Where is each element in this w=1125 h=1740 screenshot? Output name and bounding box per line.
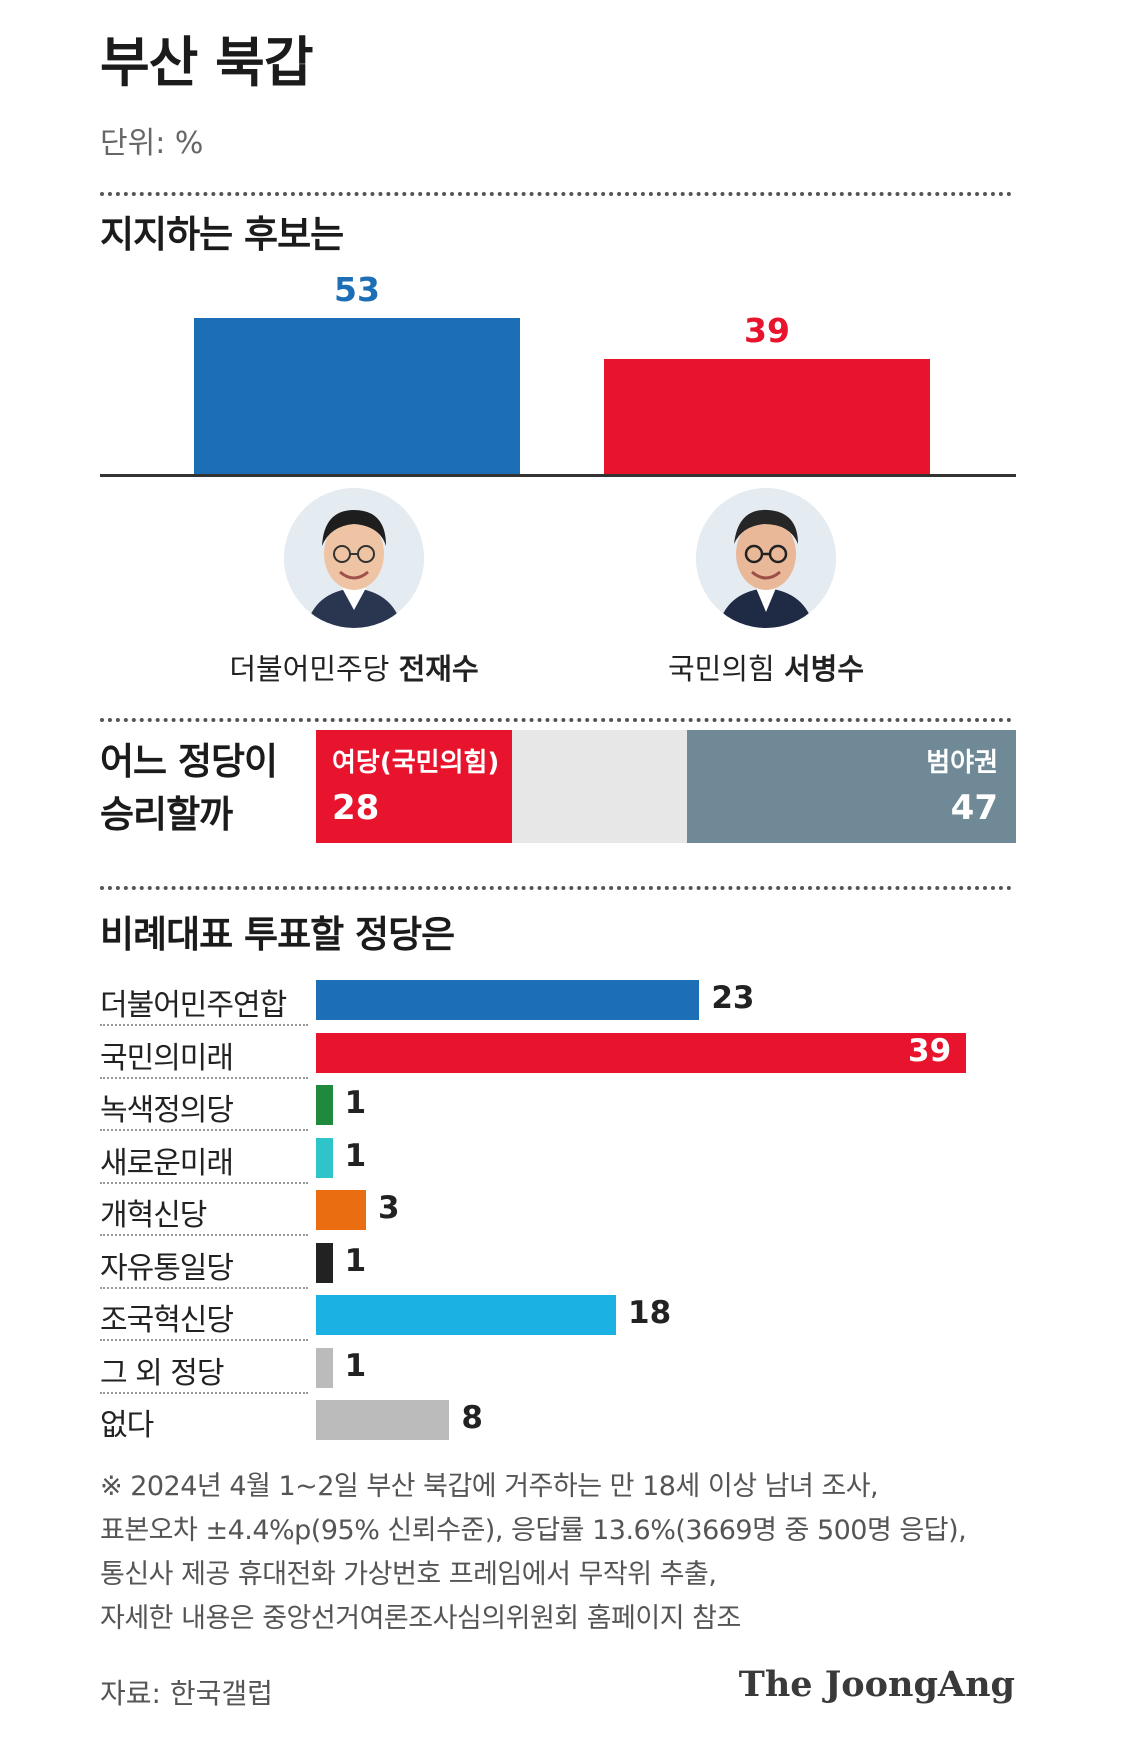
party-value: 23	[711, 980, 755, 1016]
party-bar	[316, 1032, 966, 1073]
candidate-name-1: 전재수	[398, 652, 479, 686]
segment-opposition-label: 범야권	[926, 748, 998, 778]
party-bar	[316, 1085, 333, 1125]
portrait-icon	[696, 488, 836, 628]
party-label: 없다	[100, 1408, 154, 1443]
party-value: 8	[461, 1400, 483, 1436]
footnote: ※ 2024년 4월 1~2일 부산 북갑에 거주하는 만 18세 이상 남녀 …	[100, 1465, 967, 1641]
party-bar	[316, 980, 700, 1020]
party-label: 그 외 정당	[100, 1355, 224, 1391]
chart-baseline	[100, 474, 1016, 477]
segment-undecided	[512, 730, 687, 843]
party-label: 녹색정의당	[100, 1093, 234, 1128]
party-label: 국민의미래	[100, 1040, 234, 1076]
candidate-party-1: 더불어민주당	[229, 652, 390, 686]
unit-label: 단위: %	[100, 126, 204, 161]
party-bar	[316, 1347, 333, 1388]
win-question-title: 어느 정당이 승리할까	[100, 735, 278, 841]
candidate-party-2: 국민의힘	[668, 652, 775, 686]
segment-ruling-label: 여당(국민의힘)	[332, 748, 500, 778]
party-bar	[316, 1137, 333, 1178]
proportional-title: 비례대표 투표할 정당은	[100, 913, 455, 956]
party-value: 1	[344, 1137, 367, 1174]
row-separator	[100, 1181, 308, 1184]
candidate-avatar-2	[696, 488, 836, 628]
row-separator	[100, 1391, 308, 1394]
win-title-line-2: 승리할까	[100, 793, 233, 836]
party-value: 18	[628, 1295, 672, 1331]
row-separator	[100, 1024, 308, 1026]
support-title: 지지하는 후보는	[100, 213, 344, 256]
source-label: 자료: 한국갤럽	[100, 1677, 273, 1710]
candidate-avatar-1	[284, 488, 424, 628]
row-separator	[100, 1286, 308, 1289]
candidate-name-2: 서병수	[783, 652, 864, 686]
segment-opposition-value: 47	[950, 788, 998, 828]
party-value: 1	[344, 1347, 367, 1384]
party-value: 1	[344, 1242, 367, 1279]
candidate-bar-1	[194, 318, 520, 474]
segment-ruling-party: 여당(국민의힘) 28	[316, 730, 512, 843]
divider-2	[100, 718, 1012, 722]
segment-opposition: 범야권 47	[687, 730, 1016, 843]
footnote-line-2: 표본오차 ±4.4%p(95% 신뢰수준), 응답률 13.6%(3669명 중…	[100, 1515, 967, 1546]
footnote-line-4: 자세한 내용은 중앙선거여론조사심의위원회 홈페이지 참조	[100, 1603, 741, 1634]
divider-3	[100, 886, 1012, 890]
win-title-line-1: 어느 정당이	[100, 740, 278, 783]
party-value: 3	[378, 1190, 400, 1226]
candidate-bar-2	[604, 359, 930, 474]
candidate-label-1: 더불어민주당 전재수	[174, 646, 534, 688]
party-bar	[316, 1190, 366, 1230]
party-bar	[316, 1400, 450, 1440]
row-separator	[100, 1076, 308, 1079]
row-separator	[100, 1234, 308, 1236]
brand-logo: The JoongAng	[738, 1664, 1015, 1705]
party-label: 자유통일당	[100, 1250, 234, 1286]
party-label: 개혁신당	[100, 1198, 207, 1233]
footnote-line-3: 통신사 제공 휴대전화 가상번호 프레임에서 무작위 추출,	[100, 1559, 717, 1590]
party-value: 39	[908, 1032, 952, 1069]
candidate-value-1: 53	[334, 270, 380, 309]
row-separator	[100, 1129, 308, 1131]
party-bar	[316, 1242, 333, 1283]
divider-1	[100, 192, 1012, 196]
row-separator	[100, 1339, 308, 1341]
footnote-line-1: ※ 2024년 4월 1~2일 부산 북갑에 거주하는 만 18세 이상 남녀 …	[100, 1471, 879, 1502]
segment-ruling-value: 28	[332, 788, 380, 828]
party-value: 1	[344, 1085, 367, 1121]
party-label: 더불어민주연합	[100, 988, 287, 1023]
portrait-icon	[284, 488, 424, 628]
party-label: 새로운미래	[100, 1145, 234, 1181]
page-title: 부산 북갑	[100, 31, 314, 94]
candidate-value-2: 39	[744, 311, 790, 351]
party-label: 조국혁신당	[100, 1303, 234, 1338]
party-bar	[316, 1295, 616, 1335]
candidate-label-2: 국민의힘 서병수	[586, 646, 946, 688]
